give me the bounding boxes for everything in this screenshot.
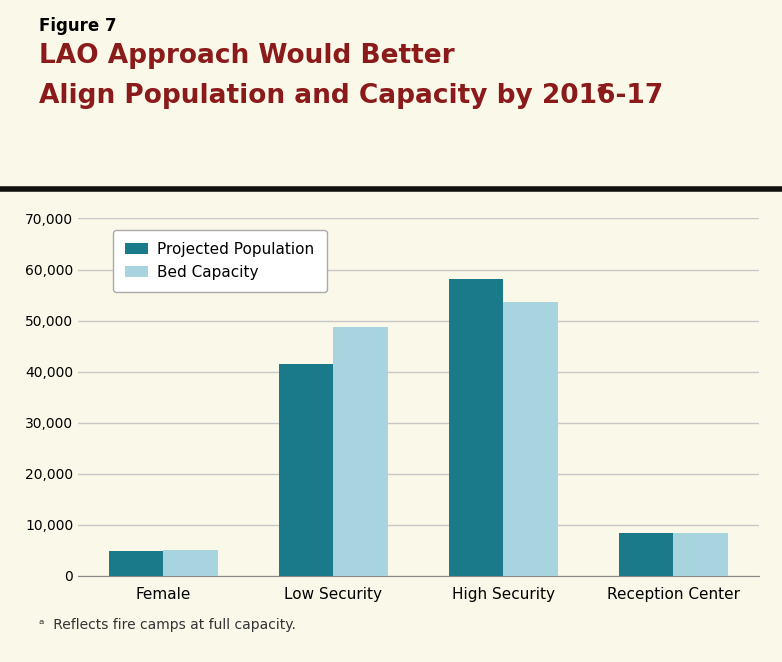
Bar	[333, 327, 388, 576]
Bar	[279, 364, 333, 576]
Bar	[449, 279, 504, 576]
Text: Figure 7: Figure 7	[39, 17, 117, 34]
Text: Align Population and Capacity by 2016-17: Align Population and Capacity by 2016-17	[39, 83, 663, 109]
Text: ᵃ  Reflects fire camps at full capacity.: ᵃ Reflects fire camps at full capacity.	[39, 618, 296, 632]
Bar	[109, 551, 163, 576]
Bar	[619, 532, 673, 576]
Legend: Projected Population, Bed Capacity: Projected Population, Bed Capacity	[113, 230, 327, 292]
Text: LAO Approach Would Better: LAO Approach Would Better	[39, 43, 454, 69]
Bar	[163, 550, 218, 576]
Bar	[673, 532, 727, 576]
Text: a: a	[597, 81, 607, 97]
Bar	[504, 302, 558, 576]
